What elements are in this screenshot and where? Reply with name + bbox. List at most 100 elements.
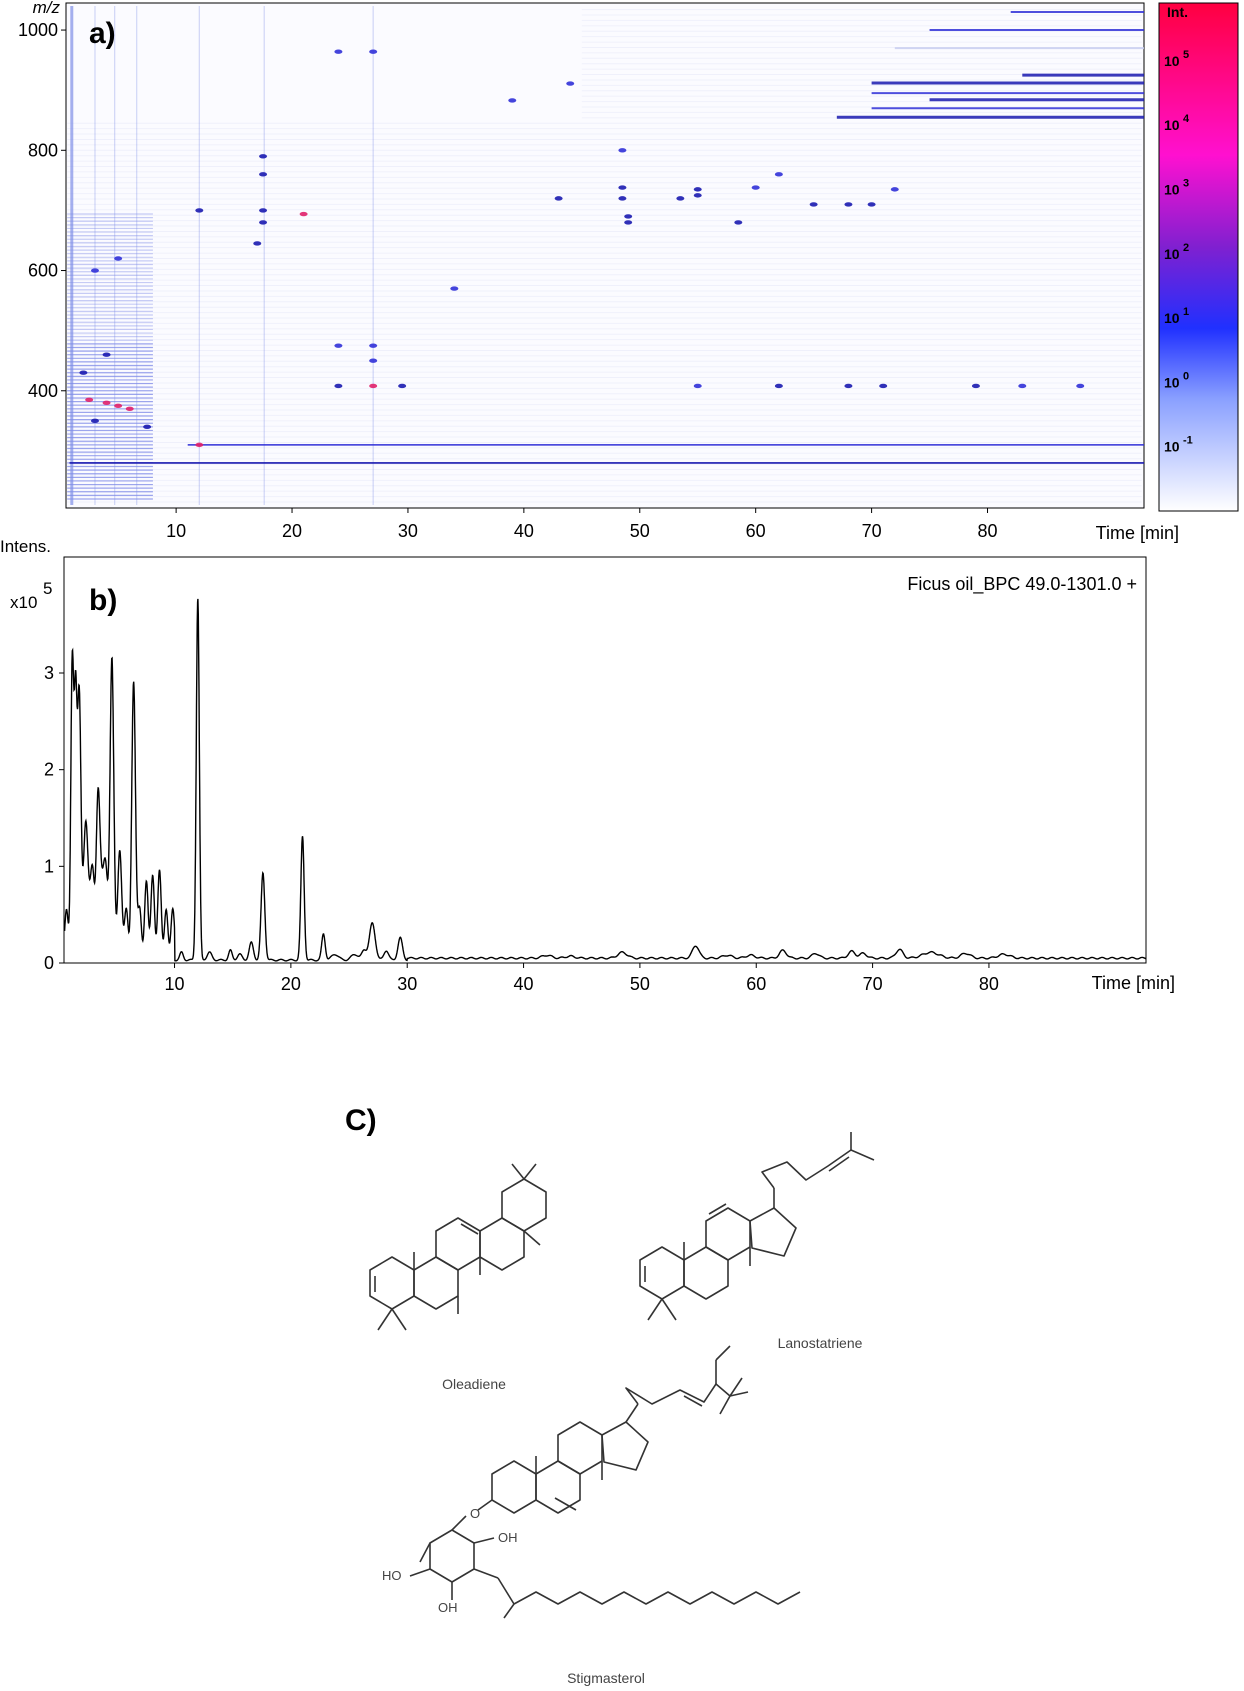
heatmap-feature — [890, 187, 899, 192]
colorbar-tick-label: 10 — [1164, 310, 1180, 326]
heatmap-feature — [774, 383, 783, 389]
heatmap-feature — [844, 202, 853, 207]
chromatogram-legend: Ficus oil_BPC 49.0-1301.0 + — [907, 574, 1137, 595]
heatmap-x-tick-label: 70 — [862, 521, 882, 541]
chromatogram-x-tick-label: 20 — [281, 974, 301, 994]
heatmap-background-bands — [67, 6, 1144, 505]
heatmap-feature — [259, 172, 268, 177]
heatmap-feature — [554, 196, 563, 201]
chromatogram-x-tick-label: 50 — [630, 974, 650, 994]
chromatogram-x-tick-label: 80 — [979, 974, 999, 994]
heatmap-feature — [693, 187, 702, 192]
heatmap-x-axis: 10 20 30 40 50 60 70 80 — [166, 508, 998, 541]
chromatogram-x-label: Time [min] — [1092, 973, 1175, 993]
heatmap-feature — [369, 343, 378, 348]
colorbar-tick-label: 10 — [1164, 439, 1180, 455]
heatmap-feature — [751, 185, 760, 190]
heatmap-x-tick-label: 60 — [746, 521, 766, 541]
heatmap-feature — [259, 154, 268, 159]
heatmap-plot-area — [65, 2, 1145, 509]
heatmap-feature — [618, 196, 627, 201]
colorbar-title: Int. — [1167, 4, 1188, 20]
heatmap-y-tick-label: 1000 — [18, 20, 58, 40]
panel-c-label: C) — [345, 1104, 377, 1137]
heatmap-feature — [334, 383, 343, 389]
heatmap-feature — [79, 370, 88, 375]
heatmap-feature — [971, 383, 980, 389]
chromatogram-x-tick-label: 10 — [165, 974, 185, 994]
lanostatriene-structure — [639, 1132, 875, 1321]
heatmap-feature — [693, 193, 702, 198]
panel-a-label: a) — [89, 17, 116, 50]
oleadiene-structure — [369, 1163, 547, 1331]
heatmap-feature — [398, 383, 407, 389]
heatmap-feature — [334, 343, 343, 348]
chromatogram-x-axis: 10 20 30 40 50 60 70 80 — [165, 963, 999, 994]
heatmap-feature — [90, 268, 99, 273]
colorbar-tick-label: 10 — [1164, 181, 1180, 197]
heatmap-feature — [195, 208, 204, 213]
stigmasterol-ho-label: HO — [382, 1568, 402, 1583]
chromatogram-y-tick-label: 0 — [44, 953, 54, 973]
chromatogram-x-tick-label: 40 — [514, 974, 534, 994]
chromatogram-y-scale: x10 — [10, 593, 37, 612]
heatmap-x-tick-label: 30 — [398, 521, 418, 541]
heatmap-feature — [618, 148, 627, 153]
heatmap-y-axis: 400 600 800 1000 — [18, 20, 66, 401]
colorbar-tick-exponent: 5 — [1183, 49, 1189, 61]
heatmap-feature — [693, 383, 702, 389]
chromatogram-y-axis: 0 1 2 3 — [44, 663, 64, 973]
chromatogram-y-tick-label: 2 — [44, 760, 54, 780]
colorbar-tick-exponent: 4 — [1183, 113, 1190, 125]
heatmap-y-tick-label: 800 — [28, 140, 58, 160]
chromatogram-x-tick-label: 30 — [397, 974, 417, 994]
heatmap-feature — [195, 442, 204, 448]
colorbar-tick-exponent: 1 — [1183, 306, 1189, 318]
stigmasterol-label: Stigmasterol — [567, 1670, 645, 1686]
panel-b-label: b) — [89, 584, 117, 617]
heatmap-feature — [90, 418, 99, 424]
heatmap-feature — [879, 383, 888, 389]
stigmasterol-structure — [409, 1345, 801, 1619]
heatmap-feature — [85, 397, 94, 402]
heatmap-feature — [299, 211, 308, 217]
colorbar-tick-exponent: 2 — [1183, 242, 1189, 254]
heatmap-feature — [734, 220, 743, 225]
heatmap-feature — [334, 49, 343, 54]
heatmap-feature — [253, 241, 262, 246]
heatmap-feature — [618, 185, 627, 190]
heatmap-y-tick-label: 600 — [28, 261, 58, 281]
heatmap-feature — [774, 172, 783, 177]
heatmap-features — [79, 49, 1085, 448]
heatmap-feature — [102, 400, 111, 405]
chromatogram-y-label: Intens. — [0, 537, 51, 556]
colorbar-tick-exponent: -1 — [1183, 435, 1193, 447]
structures-panel: C) Oleadiene — [345, 1104, 875, 1686]
heatmap-feature — [867, 202, 876, 207]
colorbar-tick-label: 10 — [1164, 374, 1180, 390]
heatmap-feature — [508, 98, 517, 103]
chromatogram-y-tick-label: 3 — [44, 663, 54, 683]
heatmap-feature — [624, 214, 633, 219]
heatmap-x-tick-label: 40 — [514, 521, 534, 541]
heatmap-feature — [450, 286, 459, 291]
heatmap-feature — [809, 202, 818, 207]
heatmap-feature — [624, 220, 633, 225]
heatmap-feature — [369, 383, 378, 389]
heatmap-feature — [1076, 383, 1085, 389]
colorbar-tick-label: 10 — [1164, 246, 1180, 262]
heatmap-feature — [259, 220, 268, 225]
colorbar-tick-exponent: 0 — [1183, 370, 1189, 382]
colorbar-gradient — [1158, 2, 1239, 512]
heatmap-x-label: Time [min] — [1096, 523, 1179, 543]
heatmap-x-tick-label: 10 — [166, 521, 186, 541]
heatmap-feature — [369, 358, 378, 363]
chromatogram-y-scale-exponent: 5 — [43, 579, 52, 598]
heatmap-feature — [259, 208, 268, 213]
colorbar-tick-label: 10 — [1164, 53, 1180, 69]
heatmap-feature — [1018, 383, 1027, 389]
heatmap-feature — [369, 49, 378, 54]
chromatogram-trace — [63, 598, 1147, 962]
